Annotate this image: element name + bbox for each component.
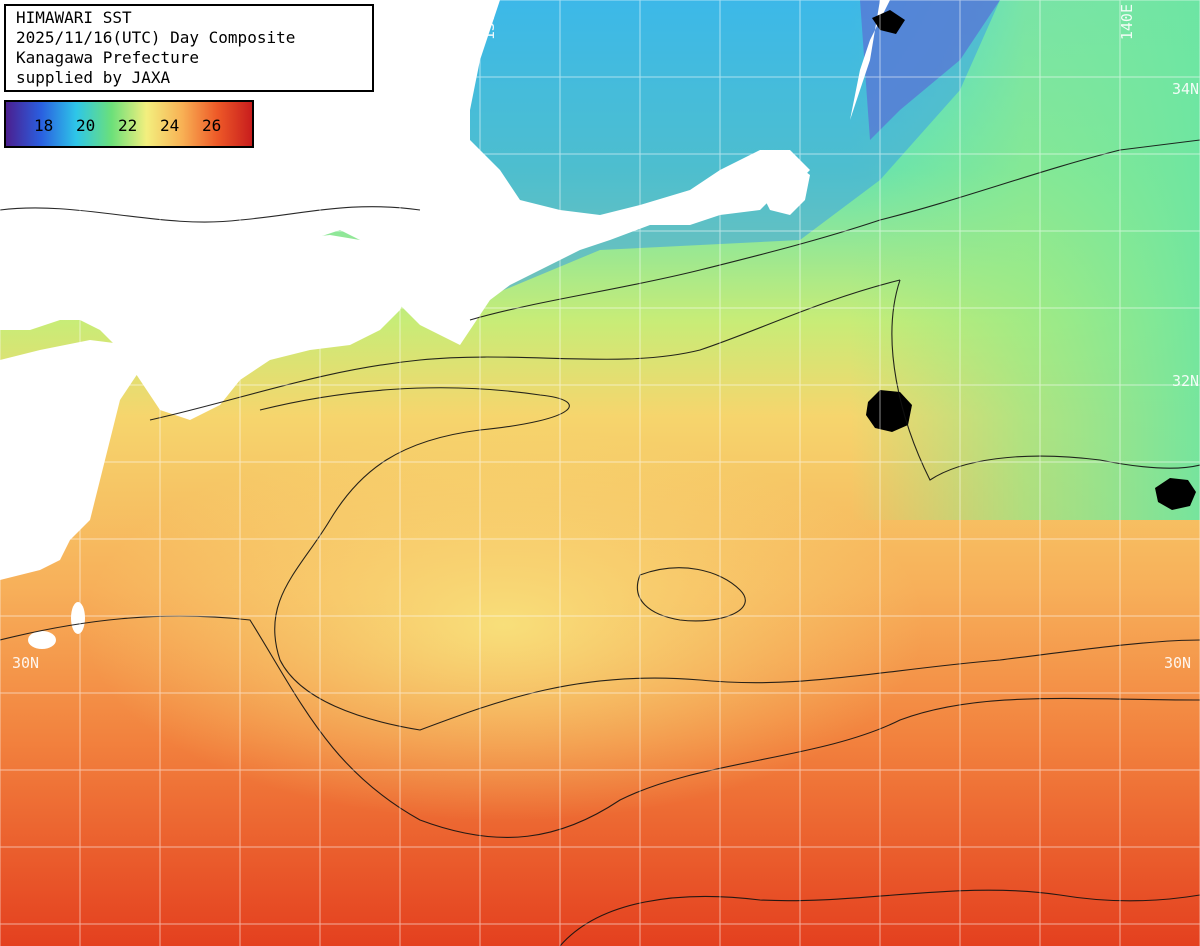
lon-label-136e: 136E <box>480 4 498 41</box>
land-shikoku <box>60 228 410 420</box>
isotherm-24-inner <box>636 567 746 622</box>
legend-tick: 22 <box>118 116 138 135</box>
land-tanegashima <box>28 631 56 649</box>
isotherm-23-east <box>891 279 1200 481</box>
product-title: HIMAWARI SST <box>16 8 132 27</box>
land-kyushu <box>0 340 140 580</box>
cloud-patch-east <box>1155 478 1196 510</box>
legend-tick: 20 <box>76 116 96 135</box>
lat-label-34n: 34N <box>1172 80 1200 98</box>
isotherm-26 <box>559 889 1200 946</box>
lat-label-30n-left: 30N <box>12 654 40 672</box>
land-izu <box>760 160 810 215</box>
isotherm-25 <box>0 615 1200 838</box>
lat-label-32n: 32N <box>1172 372 1200 390</box>
legend-ticks: 18 20 22 24 26 <box>34 116 244 135</box>
prefecture-label: Kanagawa Prefecture <box>16 48 200 67</box>
date-composite: 2025/11/16(UTC) Day Composite <box>16 28 296 47</box>
title-box: HIMAWARI SST 2025/11/16(UTC) Day Composi… <box>4 4 374 92</box>
isotherm-23 <box>149 279 901 421</box>
isotherm-24-core <box>259 387 1200 731</box>
lon-label-140e: 140E <box>1118 4 1136 41</box>
land-yakushima <box>71 602 85 634</box>
isotherm-22 <box>469 139 1200 321</box>
legend-tick: 24 <box>160 116 180 135</box>
legend-color-bar <box>6 102 252 146</box>
supplier-label: supplied by JAXA <box>16 68 171 87</box>
color-legend: 18 20 22 24 26 <box>4 100 254 148</box>
legend-tick: 18 <box>34 116 54 135</box>
lat-label-30n-right: 30N <box>1164 654 1192 672</box>
legend-tick: 26 <box>202 116 222 135</box>
isotherm-contours <box>0 139 1200 946</box>
